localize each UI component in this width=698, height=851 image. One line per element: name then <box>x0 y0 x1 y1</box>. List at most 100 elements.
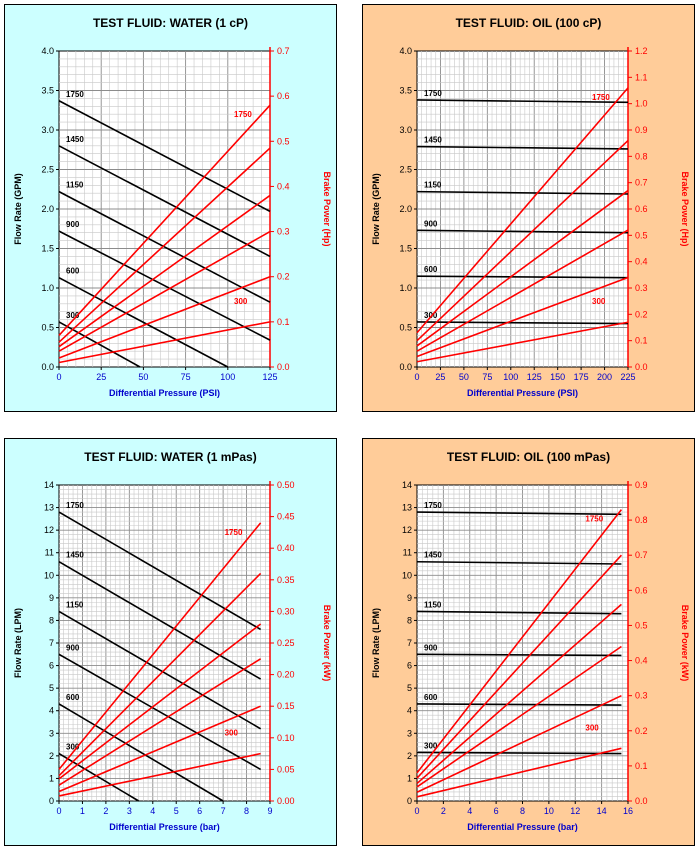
y2-tick-label: 0.5 <box>635 230 648 240</box>
power-line-600 <box>58 705 261 793</box>
y-tick-label: 11 <box>403 548 412 558</box>
flow-line-600 <box>416 275 629 279</box>
y-tick-label: 5 <box>49 683 54 693</box>
y-tick-label: 2 <box>407 751 412 761</box>
y2-tick-label: 0.5 <box>635 620 648 630</box>
y2-tick-label: 0.20 <box>277 670 295 680</box>
y2-tick-label: 0.1 <box>635 336 648 346</box>
grid <box>59 51 270 367</box>
y-tick-label: 3 <box>407 728 412 738</box>
chart-title: TEST FLUID: WATER (1 mPas) <box>84 450 256 464</box>
y-tick-label: 6 <box>407 661 412 671</box>
flow-label-1750: 1750 <box>66 90 84 99</box>
y2-tick-label: 0.0 <box>635 362 648 372</box>
flow-line-1450 <box>58 561 262 680</box>
flow-label-900: 900 <box>424 643 438 652</box>
power-line-1750 <box>58 522 262 770</box>
y-tick-label: 8 <box>49 615 54 625</box>
x-tick-label: 8 <box>520 806 525 816</box>
y2-tick-label: 0.2 <box>635 309 648 319</box>
y2-tick-label: 0.6 <box>635 585 648 595</box>
y-tick-label: 14 <box>402 480 412 490</box>
flow-label-1450: 1450 <box>424 136 442 145</box>
y2-tick-label: 1.1 <box>635 72 648 82</box>
x-tick-label: 12 <box>570 806 580 816</box>
flow-label-300: 300 <box>424 741 438 750</box>
y-tick-label: 8 <box>407 615 412 625</box>
power-line-600 <box>416 276 629 358</box>
y-tick-label: 13 <box>44 503 54 513</box>
y-tick-label: 3.5 <box>399 86 412 96</box>
x-tick-label: 2 <box>103 806 108 816</box>
y2-tick-label: 0.35 <box>277 575 295 585</box>
y-tick-label: 14 <box>44 480 54 490</box>
y-tick-label: 4.0 <box>41 46 54 56</box>
power-label-1750: 1750 <box>225 528 243 537</box>
flow-line-600 <box>58 277 229 368</box>
power-line-300 <box>58 752 261 797</box>
x-tick-label: 200 <box>597 372 612 382</box>
y-tick-label: 4 <box>407 706 412 716</box>
y-tick-label: 6 <box>49 661 54 671</box>
y2-axis-title: Brake Power (Hp) <box>322 171 332 246</box>
x-tick-label: 0 <box>414 372 419 382</box>
y2-tick-label: 0.50 <box>277 480 295 490</box>
x-tick-label: 50 <box>138 372 148 382</box>
y-tick-label: 1 <box>407 773 412 783</box>
y-tick-label: 0 <box>407 796 412 806</box>
flow-label-1150: 1150 <box>424 600 442 609</box>
flow-line-1150 <box>58 190 271 303</box>
y-axis-title: Flow Rate (GPM) <box>13 173 23 245</box>
power-line-1150 <box>58 194 271 348</box>
power-label-300: 300 <box>592 297 606 306</box>
power-label-300: 300 <box>585 723 599 732</box>
y2-tick-label: 0.8 <box>635 515 648 525</box>
x-tick-label: 25 <box>435 372 445 382</box>
x-tick-label: 9 <box>267 806 272 816</box>
x-tick-label: 16 <box>623 806 633 816</box>
flow-label-300: 300 <box>66 743 80 752</box>
y-tick-label: 12 <box>402 525 412 535</box>
power-line-300 <box>416 321 629 363</box>
power-line-600 <box>58 275 271 359</box>
x-tick-label: 3 <box>127 806 132 816</box>
y-tick-label: 7 <box>407 638 412 648</box>
flow-label-600: 600 <box>424 693 438 702</box>
y-tick-label: 3.0 <box>41 125 54 135</box>
flow-line-1150 <box>416 610 622 615</box>
y2-tick-label: 0.3 <box>635 283 648 293</box>
x-axis-title: Differential Pressure (PSI) <box>467 388 578 398</box>
flow-line-900 <box>416 653 622 657</box>
x-tick-label: 4 <box>150 806 155 816</box>
y-tick-label: 3 <box>49 728 54 738</box>
power-line-1450 <box>58 147 271 343</box>
x-tick-label: 100 <box>220 372 235 382</box>
y-tick-label: 11 <box>45 548 54 558</box>
power-line-300 <box>58 321 271 364</box>
y-axis-title: Flow Rate (LPM) <box>371 608 381 678</box>
y2-tick-label: 0.7 <box>635 550 648 560</box>
y2-tick-label: 0.3 <box>635 691 648 701</box>
y2-axis-title: Brake Power (kW) <box>680 605 690 682</box>
power-line-1150 <box>416 189 629 347</box>
y2-tick-label: 0.9 <box>635 125 648 135</box>
grid <box>59 485 270 801</box>
x-tick-label: 8 <box>244 806 249 816</box>
flow-label-600: 600 <box>66 267 80 276</box>
flow-label-600: 600 <box>424 265 438 274</box>
x-tick-label: 5 <box>174 806 179 816</box>
power-line-900 <box>58 230 271 352</box>
y-tick-label: 1 <box>49 773 54 783</box>
power-label-300: 300 <box>234 297 248 306</box>
x-tick-label: 14 <box>597 806 607 816</box>
x-tick-label: 10 <box>544 806 554 816</box>
flow-label-600: 600 <box>66 693 80 702</box>
y2-tick-label: 0.0 <box>277 362 290 372</box>
x-tick-label: 6 <box>197 806 202 816</box>
y2-tick-label: 1.2 <box>635 46 648 56</box>
y2-tick-label: 0.45 <box>277 512 295 522</box>
flow-line-1450 <box>58 145 271 258</box>
y2-tick-label: 0.7 <box>277 46 290 56</box>
y2-tick-label: 0.9 <box>635 480 648 490</box>
x-tick-label: 6 <box>494 806 499 816</box>
